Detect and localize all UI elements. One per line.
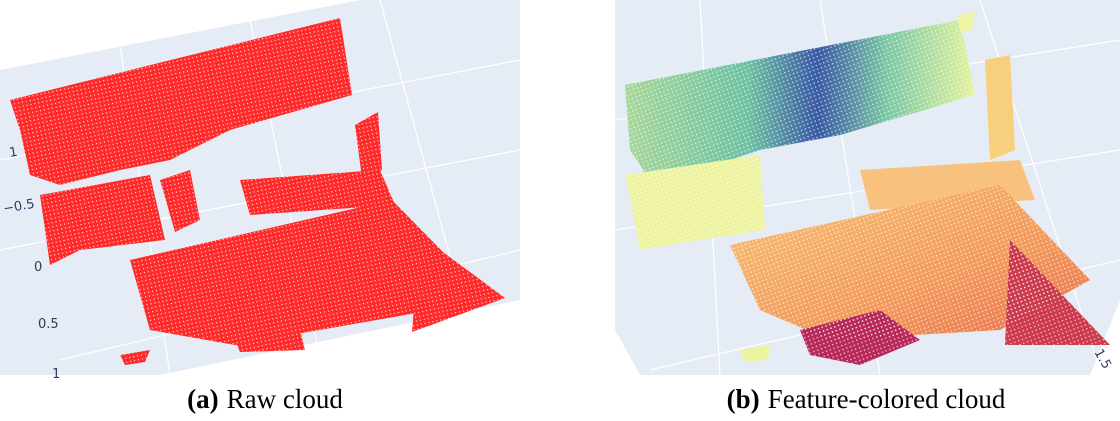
caption-label: (b) [727, 384, 760, 414]
caption-text: Feature-colored cloud [768, 384, 1006, 414]
caption: (a) Raw cloud [187, 384, 343, 414]
figure: 1 −0.5 0 0.5 1 [0, 0, 1120, 421]
caption-label: (a) [187, 384, 218, 414]
panel-b: 1.5 [615, 0, 1120, 375]
axis-tick-label: 0 [34, 260, 42, 275]
axis-tick-label: 1 [52, 367, 60, 382]
caption: (b) Feature-colored cloud [727, 384, 1006, 414]
axis-tick-label: 0.5 [38, 317, 59, 332]
panel-a: 1 −0.5 0 0.5 1 [0, 0, 520, 382]
caption-text: Raw cloud [227, 384, 344, 414]
